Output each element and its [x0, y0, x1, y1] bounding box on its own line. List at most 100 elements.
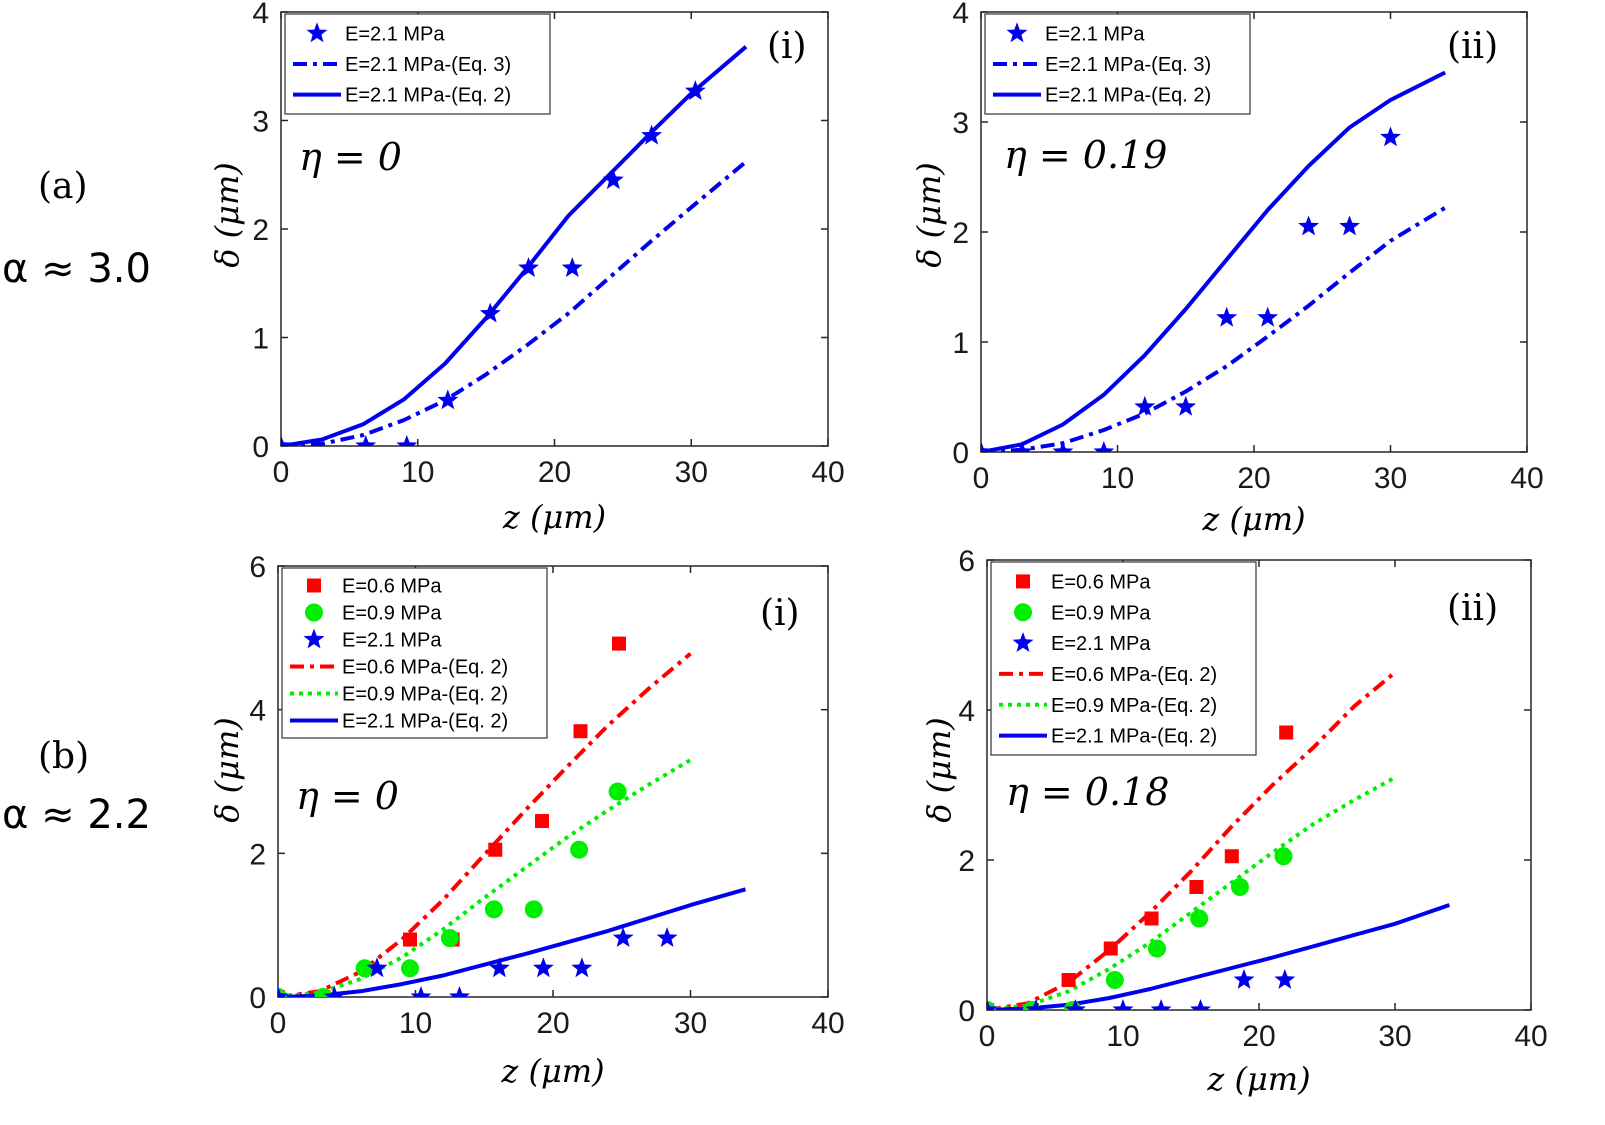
- legend-entry: E=0.6 MPa: [1051, 571, 1151, 593]
- y-tick-label: 6: [249, 551, 266, 584]
- x-tick-label: 40: [1514, 1020, 1547, 1053]
- legend-box: [281, 567, 548, 739]
- x-tick-label: 40: [1510, 462, 1543, 495]
- data-point-star: [532, 957, 554, 978]
- row-labels: (a) α ≈ 3.0 (b) α ≈ 2.2: [2, 166, 151, 838]
- y-tick-label: 3: [252, 106, 269, 139]
- panel-label: (i): [760, 593, 800, 634]
- row-a-alpha: α ≈ 3.0: [2, 246, 151, 292]
- y-tick-label: 1: [952, 327, 969, 360]
- data-point-star: [1093, 441, 1115, 452]
- data-point-star: [355, 435, 377, 446]
- x-tick-label: 20: [538, 456, 571, 489]
- data-point-square: [1189, 880, 1204, 894]
- legend-entry: E=0.6 MPa: [342, 576, 442, 598]
- y-tick-label: 0: [252, 431, 269, 464]
- x-tick-label: 0: [273, 456, 290, 489]
- y-tick-label: 3: [952, 107, 969, 140]
- row-a-letter: (a): [38, 166, 88, 207]
- x-tick-label: 40: [811, 1007, 844, 1040]
- legend-marker: [305, 603, 323, 622]
- panel-label: (ii): [1447, 588, 1498, 629]
- data-point-star: [981, 441, 992, 452]
- data-point-circle: [1148, 939, 1166, 958]
- series-line: [987, 670, 1397, 1010]
- series-line: [278, 887, 747, 997]
- legend-marker: [1012, 632, 1034, 652]
- legend-entry: E=2.1 MPa: [342, 630, 442, 652]
- data-point-square: [1224, 849, 1239, 864]
- legend-entry: E=2.1 MPa-(Eq. 2): [1045, 85, 1211, 107]
- data-point-circle: [440, 929, 459, 948]
- legend-marker: [303, 628, 325, 649]
- data-point-circle: [1105, 971, 1124, 989]
- y-tick-label: 2: [952, 217, 969, 250]
- data-point-star: [1339, 215, 1360, 236]
- legend-entry: E=2.1 MPa: [345, 23, 445, 45]
- y-tick-label: 0: [952, 437, 969, 470]
- legend-entry: E=2.1 MPa-(Eq. 3): [345, 54, 511, 76]
- data-point-circle: [1230, 878, 1249, 896]
- x-tick-label: 0: [973, 462, 990, 495]
- x-tick-label: 30: [1374, 462, 1407, 495]
- legend: E=2.1 MPa E=2.1 MPa-(Eq. 3) E=2.1 MPa-(Eq.…: [284, 13, 551, 115]
- y-tick-label: 4: [252, 0, 269, 30]
- y-tick-label: 0: [958, 995, 975, 1028]
- data-point-star: [1216, 306, 1238, 327]
- data-point-star: [1298, 215, 1320, 236]
- data-point-star: [323, 986, 345, 997]
- data-point-star: [571, 957, 593, 978]
- data-point-square: [1144, 911, 1159, 926]
- data-point-star: [396, 435, 418, 446]
- x-tick-label: 30: [675, 456, 708, 489]
- x-tick-label: 10: [399, 1007, 432, 1040]
- chart-panel-1: 0 10 20 30 40 0 1 2 3 4 z (μm) δ (μm) η = 0 (i) E=2.1 …: [208, 0, 845, 536]
- y-tick-label: 1: [252, 323, 269, 356]
- legend-entry: E=0.9 MPa-(Eq. 2): [342, 684, 508, 706]
- data-point-star: [1134, 395, 1156, 416]
- chart-panel-3: 0 10 20 30 40 0 2 4 6 z (μm) δ (μm) η = 0 (i) E=0.6 M…: [208, 551, 845, 1090]
- legend-marker: [306, 22, 328, 43]
- data-point-star: [281, 435, 292, 446]
- data-point-star: [641, 124, 663, 145]
- data-point-star: [684, 80, 706, 101]
- eta-annotation: η = 0: [299, 135, 402, 179]
- data-point-star: [1233, 969, 1255, 989]
- legend-marker: [1006, 22, 1028, 43]
- data-point-square: [573, 724, 588, 739]
- data-point-square: [488, 842, 503, 857]
- x-axis-label: z (μm): [1201, 500, 1305, 538]
- data-point-circle: [355, 959, 374, 978]
- legend-box: [990, 561, 1257, 756]
- data-point-square: [1103, 941, 1118, 956]
- series-line: [278, 652, 692, 997]
- eta-annotation: η = 0: [296, 774, 399, 818]
- data-point-star: [1150, 999, 1172, 1010]
- legend-marker: [1016, 574, 1030, 589]
- y-tick-label: 0: [249, 982, 266, 1015]
- x-axis-label: z (μm): [500, 1052, 604, 1090]
- eta-annotation: η = 0.18: [1006, 770, 1169, 814]
- legend-entry: E=0.6 MPa-(Eq. 2): [342, 657, 508, 679]
- y-axis-label: δ (μm): [208, 162, 246, 268]
- data-point-star: [1257, 306, 1279, 327]
- data-point-circle: [524, 900, 543, 919]
- row-b-alpha: α ≈ 2.2: [2, 792, 151, 838]
- legend-marker: [307, 578, 321, 593]
- data-point-square: [1279, 725, 1294, 740]
- data-point-star: [449, 986, 470, 997]
- y-tick-label: 2: [958, 845, 975, 878]
- data-point-star: [561, 257, 583, 277]
- data-point-star: [1380, 126, 1401, 147]
- data-point-star: [518, 257, 539, 277]
- legend-entry: E=2.1 MPa: [1045, 23, 1145, 45]
- data-point-circle: [401, 959, 419, 978]
- x-axis-label: z (μm): [502, 498, 606, 536]
- chart-panel-4: 0 10 20 30 40 0 2 4 6 z (μm) δ (μm) η = 0.18 (ii) E=0…: [920, 545, 1548, 1098]
- y-tick-label: 2: [249, 838, 266, 871]
- legend-entry: E=2.1 MPa-(Eq. 2): [345, 85, 511, 107]
- legend-entry: E=0.9 MPa: [342, 603, 442, 625]
- data-point-circle: [1274, 847, 1293, 866]
- y-tick-label: 4: [952, 0, 969, 30]
